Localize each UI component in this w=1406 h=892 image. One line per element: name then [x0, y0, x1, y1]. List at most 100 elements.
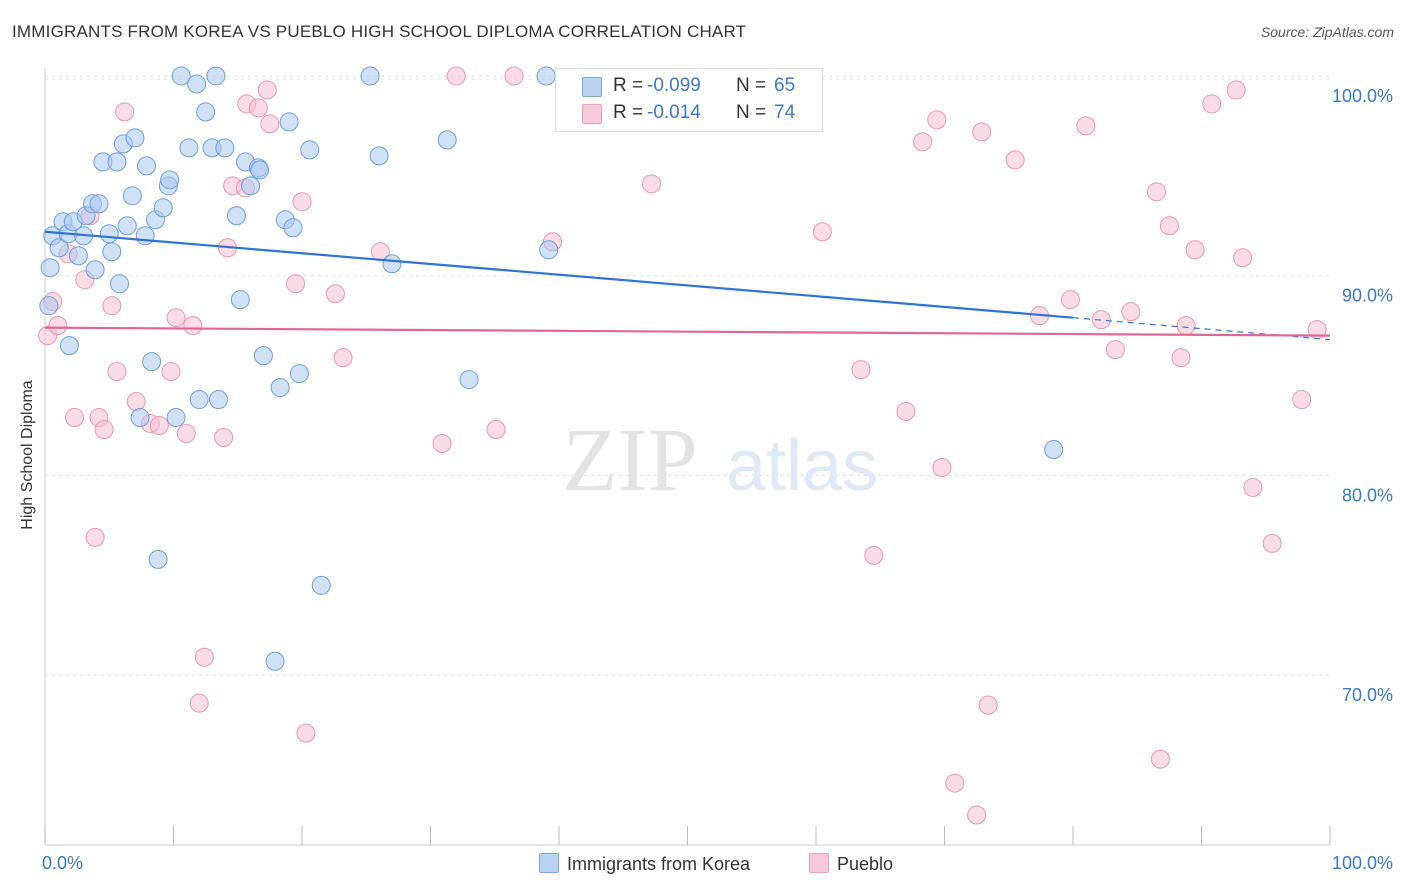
pueblo-legend-swatch	[809, 853, 829, 873]
data-point	[260, 114, 280, 134]
data-point	[187, 74, 207, 94]
data-point	[196, 102, 216, 122]
data-point	[913, 132, 933, 152]
data-point	[142, 352, 162, 372]
korea-swatch	[582, 77, 602, 97]
data-point	[333, 348, 353, 368]
data-point	[360, 66, 380, 86]
data-point	[248, 98, 268, 118]
data-point	[1233, 248, 1253, 268]
source-credit: Source: ZipAtlas.com	[1260, 24, 1394, 40]
data-point	[300, 140, 320, 160]
data-point	[215, 138, 235, 158]
chart-title: IMMIGRANTS FROM KOREA VS PUEBLO HIGH SCH…	[12, 22, 747, 41]
data-point	[117, 216, 137, 236]
watermark-atlas: atlas	[726, 426, 878, 506]
data-point	[125, 128, 145, 148]
data-point	[257, 80, 277, 100]
data-point	[292, 192, 312, 212]
data-point	[1147, 182, 1167, 202]
data-point	[437, 130, 457, 150]
correlation-legend: R = -0.099 N = 65 R = -0.014 N = 74	[555, 68, 823, 132]
y-tick-label: 100.0%	[1332, 86, 1393, 106]
data-point	[122, 186, 142, 206]
data-point	[967, 805, 987, 825]
data-point	[270, 378, 290, 398]
data-point	[296, 723, 316, 743]
data-point	[189, 693, 209, 713]
data-point	[1202, 94, 1222, 114]
data-point	[459, 370, 479, 390]
data-point	[1091, 310, 1111, 330]
data-point	[1262, 533, 1282, 553]
data-point	[1060, 290, 1080, 310]
data-point	[1243, 477, 1263, 497]
data-point	[226, 206, 246, 226]
data-point	[107, 152, 127, 172]
data-point	[851, 360, 871, 380]
data-point	[241, 176, 261, 196]
data-point	[265, 651, 285, 671]
r-label: R =	[613, 75, 644, 96]
y-tick-label: 90.0%	[1342, 286, 1393, 306]
data-point	[110, 274, 130, 294]
data-point	[311, 575, 331, 595]
data-point	[179, 138, 199, 158]
data-point	[642, 174, 662, 194]
data-point	[148, 549, 168, 569]
data-point	[208, 390, 228, 410]
data-point	[446, 66, 466, 86]
pueblo-legend-label: Pueblo	[837, 854, 894, 874]
data-point	[94, 420, 114, 440]
data-point	[176, 424, 196, 444]
data-point	[972, 122, 992, 142]
r-label: R =	[613, 102, 644, 123]
n-value: 74	[774, 102, 796, 123]
y-tick-label: 80.0%	[1342, 485, 1393, 505]
data-point	[161, 362, 181, 382]
data-point	[49, 238, 69, 258]
data-point	[230, 290, 250, 310]
axes	[44, 68, 1331, 846]
data-point	[99, 224, 119, 244]
data-point	[59, 336, 79, 356]
data-point	[325, 284, 345, 304]
watermark-zip: ZIP	[563, 411, 698, 510]
trend-lines	[44, 230, 1331, 341]
data-point	[102, 296, 122, 316]
data-point	[1076, 116, 1096, 136]
data-point	[250, 160, 270, 180]
data-point	[39, 296, 59, 316]
data-point	[153, 198, 173, 218]
data-point	[1171, 348, 1191, 368]
data-point	[539, 240, 559, 260]
r-value: -0.014	[647, 102, 701, 123]
korea-points	[39, 66, 1064, 671]
data-point	[68, 246, 88, 266]
x-tick-label: 100.0%	[1332, 853, 1393, 873]
legend-item-pueblo[interactable]: Pueblo	[809, 853, 893, 875]
data-point	[932, 457, 952, 477]
data-point	[115, 102, 135, 122]
n-label: N =	[736, 102, 767, 123]
tick-labels: 70.0% 80.0% 90.0% 100.0% 0.0% 100.0%	[42, 86, 1393, 873]
data-point	[978, 695, 998, 715]
data-point	[1121, 302, 1141, 322]
data-point	[382, 254, 402, 274]
data-point	[486, 420, 506, 440]
data-point	[283, 218, 303, 238]
data-point	[536, 66, 556, 86]
n-value: 65	[774, 75, 796, 96]
data-point	[1005, 150, 1025, 170]
data-point	[504, 66, 524, 86]
data-point	[214, 428, 234, 448]
legend-item-korea[interactable]: Immigrants from Korea	[539, 853, 750, 875]
y-tick-label: 70.0%	[1342, 685, 1393, 705]
data-point	[286, 274, 306, 294]
data-point	[927, 110, 947, 130]
data-point	[369, 146, 389, 166]
data-point	[166, 408, 186, 428]
data-point	[107, 362, 127, 382]
data-point	[102, 242, 122, 262]
data-point	[206, 66, 226, 86]
